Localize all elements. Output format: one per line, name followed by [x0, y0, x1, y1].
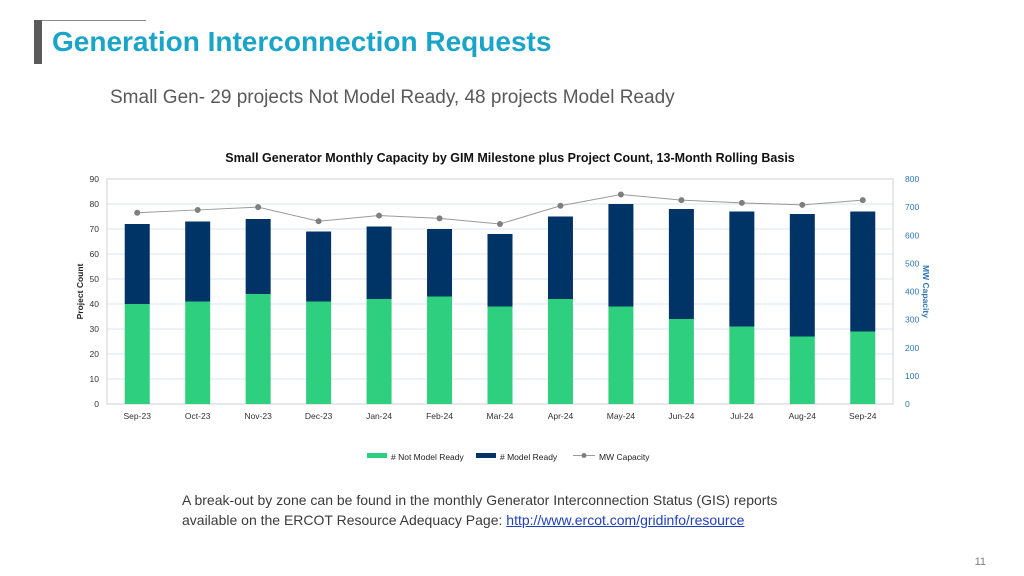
- mw-capacity-point: [315, 218, 322, 225]
- y2-axis-title: MW Capacity: [921, 265, 931, 318]
- y2-tick-label: 200: [905, 343, 919, 353]
- bar-model-ready: [729, 211, 755, 327]
- bar-model-ready: [608, 204, 634, 307]
- y-axis-title: Project Count: [75, 263, 85, 319]
- bar-model-ready: [427, 229, 453, 297]
- bar-not-model-ready: [306, 301, 332, 404]
- x-tick-label: Mar-24: [487, 411, 514, 421]
- bar-not-model-ready: [427, 296, 453, 404]
- legend-swatch-model-ready: [476, 453, 496, 458]
- bar-not-model-ready: [789, 336, 815, 404]
- bar-not-model-ready: [729, 326, 755, 404]
- y-tick-label: 80: [90, 199, 100, 209]
- bar-model-ready: [245, 219, 271, 294]
- legend-swatch-not-model-ready: [367, 453, 387, 458]
- legend-label-mw-capacity: MW Capacity: [599, 452, 650, 462]
- y-tick-label: 20: [90, 349, 100, 359]
- bar-not-model-ready: [487, 306, 513, 404]
- page-subtitle: Small Gen- 29 projects Not Model Ready, …: [110, 87, 675, 108]
- mw-capacity-point: [497, 221, 503, 227]
- legend-label-not-model-ready: # Not Model Ready: [391, 452, 465, 462]
- capacity-chart: Small Generator Monthly Capacity by GIM …: [75, 151, 931, 462]
- bar-not-model-ready: [608, 306, 634, 404]
- page-title: Generation Interconnection Requests: [52, 26, 552, 57]
- legend-marker-mw-capacity: [581, 453, 587, 458]
- x-tick-label: Feb-24: [426, 411, 453, 421]
- y-tick-label: 90: [90, 174, 100, 184]
- bar-not-model-ready: [668, 319, 694, 404]
- bar-not-model-ready: [185, 301, 211, 404]
- bar-model-ready: [366, 226, 392, 299]
- note-line-1: A break-out by zone can be found in the …: [182, 492, 778, 508]
- mw-capacity-point: [617, 191, 624, 198]
- mw-capacity-point: [859, 197, 866, 204]
- x-tick-label: Sep-24: [849, 411, 877, 421]
- legend-label-model-ready: # Model Ready: [500, 452, 558, 462]
- page-number: 11: [974, 556, 986, 568]
- mw-capacity-point: [194, 206, 201, 213]
- x-tick-label: Jul-24: [730, 411, 753, 421]
- y-tick-label: 60: [90, 249, 100, 259]
- y2-tick-label: 500: [905, 258, 919, 268]
- bar-model-ready: [668, 209, 694, 319]
- mw-capacity-point: [376, 212, 383, 219]
- y-tick-label: 40: [90, 299, 100, 309]
- x-tick-label: Sep-23: [124, 411, 152, 421]
- y-tick-label: 10: [90, 374, 100, 384]
- bar-not-model-ready: [245, 294, 271, 404]
- mw-capacity-point: [436, 215, 443, 222]
- title-rule: [42, 20, 146, 21]
- resource-note: A break-out by zone can be found in the …: [182, 491, 777, 530]
- chart-title: Small Generator Monthly Capacity by GIM …: [225, 151, 795, 165]
- x-tick-label: May-24: [607, 411, 636, 421]
- bar-model-ready: [124, 224, 150, 304]
- bar-model-ready: [306, 231, 332, 302]
- y-tick-label: 0: [94, 399, 99, 409]
- bar-not-model-ready: [547, 299, 573, 404]
- x-tick-label: Oct-23: [185, 411, 211, 421]
- bar-not-model-ready: [124, 304, 150, 404]
- mw-capacity-point: [738, 199, 745, 206]
- y-tick-label: 70: [90, 224, 100, 234]
- bar-model-ready: [185, 221, 211, 302]
- title-accent-bar: [34, 20, 42, 64]
- y2-tick-label: 0: [905, 399, 910, 409]
- x-tick-label: Jun-24: [668, 411, 694, 421]
- mw-capacity-point: [134, 209, 141, 216]
- x-tick-label: Jan-24: [366, 411, 392, 421]
- note-line-2-text: available on the ERCOT Resource Adequacy…: [182, 511, 507, 528]
- bar-model-ready: [487, 234, 513, 307]
- bar-model-ready: [547, 216, 573, 299]
- y-tick-label: 30: [90, 324, 100, 334]
- note-line-2: available on the ERCOT Resource Adequacy…: [182, 511, 777, 531]
- x-tick-label: Nov-23: [244, 411, 272, 421]
- x-tick-label: Dec-23: [305, 411, 333, 421]
- x-tick-label: Apr-24: [548, 411, 574, 421]
- ercot-resource-link[interactable]: http://www.ercot.com/gridinfo/resource: [506, 511, 745, 528]
- mw-capacity-point: [678, 197, 685, 204]
- x-tick-label: Aug-24: [789, 411, 817, 421]
- y2-tick-label: 100: [905, 371, 919, 381]
- y2-tick-label: 800: [905, 174, 919, 184]
- mw-capacity-point: [255, 204, 262, 211]
- y2-tick-label: 700: [905, 202, 919, 212]
- y-tick-label: 50: [90, 274, 100, 284]
- bar-model-ready: [789, 214, 815, 337]
- y2-tick-label: 400: [905, 287, 919, 297]
- y2-tick-label: 600: [905, 230, 919, 240]
- mw-capacity-point: [799, 201, 806, 208]
- bar-not-model-ready: [850, 331, 876, 404]
- bar-not-model-ready: [366, 299, 392, 404]
- mw-capacity-point: [557, 202, 564, 209]
- bar-model-ready: [850, 211, 876, 332]
- y2-tick-label: 300: [905, 315, 919, 325]
